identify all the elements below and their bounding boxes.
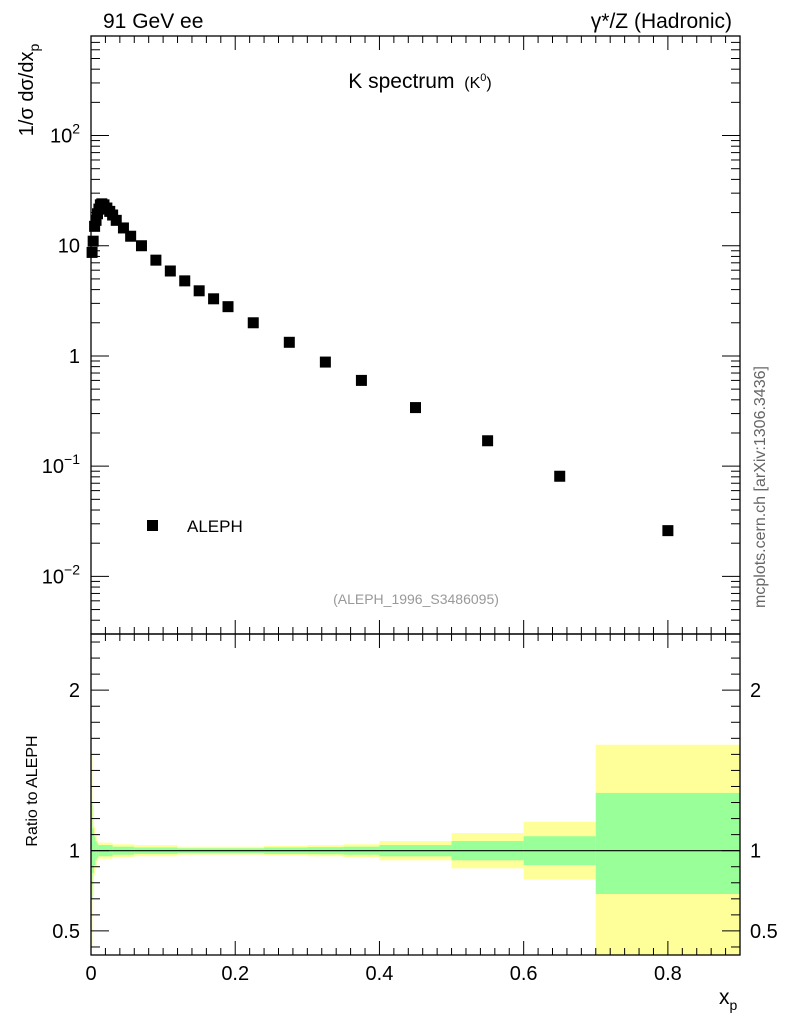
title-sub: (K [464, 75, 480, 92]
x-tick-label: 0.6 [510, 963, 538, 985]
x-tick-label: 0 [85, 963, 96, 985]
main-y-tick-label-base: 10 [42, 456, 64, 478]
data-point [222, 301, 234, 313]
ratio-y-tick-label-left: 1 [69, 841, 80, 863]
data-point [135, 240, 147, 252]
data-point [208, 293, 220, 305]
main-y-tick-label-exp: −1 [64, 451, 80, 467]
main-plot-title: K spectrum (K0) [348, 70, 492, 93]
x-tick-label: 0.4 [366, 963, 394, 985]
data-point [117, 222, 129, 234]
title-sub-end: ) [486, 75, 491, 92]
title-sub-sup: 0 [480, 72, 486, 84]
legend-marker [147, 520, 158, 531]
title-main: K spectrum [348, 70, 454, 93]
x-axis-label-sub: p [730, 997, 738, 1013]
x-axis-label-text: x [719, 986, 730, 1009]
data-point [662, 525, 674, 537]
x-tick-label: 0.2 [221, 963, 249, 985]
main-y-axis-label: 1/σ dσ/dxp [16, 44, 42, 137]
main-y-tick-label: 10 [58, 236, 80, 258]
data-point [110, 214, 122, 226]
main-y-tick-label-base: 10 [42, 566, 64, 588]
data-point [90, 214, 102, 226]
main-frame [90, 35, 741, 635]
ratio-y-axis-label: Ratio to ALEPH [24, 735, 41, 846]
legend-entry-aleph: ALEPH [187, 517, 243, 536]
main-y-tick-label-exp: −2 [64, 561, 80, 577]
analysis-id-annotation: (ALEPH_1996_S3486095) [333, 591, 499, 607]
data-point [247, 317, 259, 329]
data-point [482, 435, 494, 447]
ratio-y-tick-label-left: 0.5 [52, 921, 80, 943]
ratio-y-tick-label-right: 1 [750, 841, 761, 863]
data-point [319, 356, 331, 368]
main-y-tick-label: 10−1 [42, 451, 80, 478]
header-energy-label: 91 GeV ee [103, 10, 203, 33]
ratio-inner-band-15 [595, 792, 740, 895]
main-y-tick-label: 10−2 [42, 561, 80, 588]
x-tick-label: 0.8 [654, 963, 682, 985]
main-y-tick-label-base: 10 [58, 236, 80, 258]
ratio-y-tick-label-right: 2 [750, 680, 761, 702]
data-point [87, 235, 99, 247]
ratio-panel: 0 0.2 0.4 0.6 0.8 0.5 0.5 1 1 2 2 [52, 633, 778, 985]
main-y-axis-label-sub: p [26, 44, 42, 52]
data-point [86, 246, 98, 258]
data-point [355, 374, 367, 386]
data-point [150, 254, 162, 266]
main-y-tick-label: 102 [50, 121, 80, 148]
data-point [283, 336, 295, 348]
data-point [193, 285, 205, 297]
data-point [179, 275, 191, 287]
main-y-tick-label-base: 1 [69, 346, 80, 368]
side-credit-label: mcplots.cern.ch [arXiv:1306.3436] [752, 366, 769, 608]
data-point [410, 402, 421, 414]
ratio-y-tick-label-right: 0.5 [750, 921, 778, 943]
main-y-tick-label: 1 [69, 346, 80, 368]
main-y-tick-label-base: 10 [50, 126, 72, 148]
header-process-label: γ*/Z (Hadronic) [591, 10, 732, 33]
data-point [125, 230, 137, 242]
data-point [89, 220, 101, 232]
main-y-axis-label-text: 1/σ dσ/dx [16, 52, 38, 137]
x-axis-label: xp [719, 986, 738, 1013]
data-point [164, 265, 176, 277]
data-point [554, 470, 566, 482]
main-y-tick-label-exp: 2 [72, 121, 80, 137]
ratio-y-tick-label-left: 2 [69, 680, 80, 702]
ratio-frame [90, 633, 741, 956]
